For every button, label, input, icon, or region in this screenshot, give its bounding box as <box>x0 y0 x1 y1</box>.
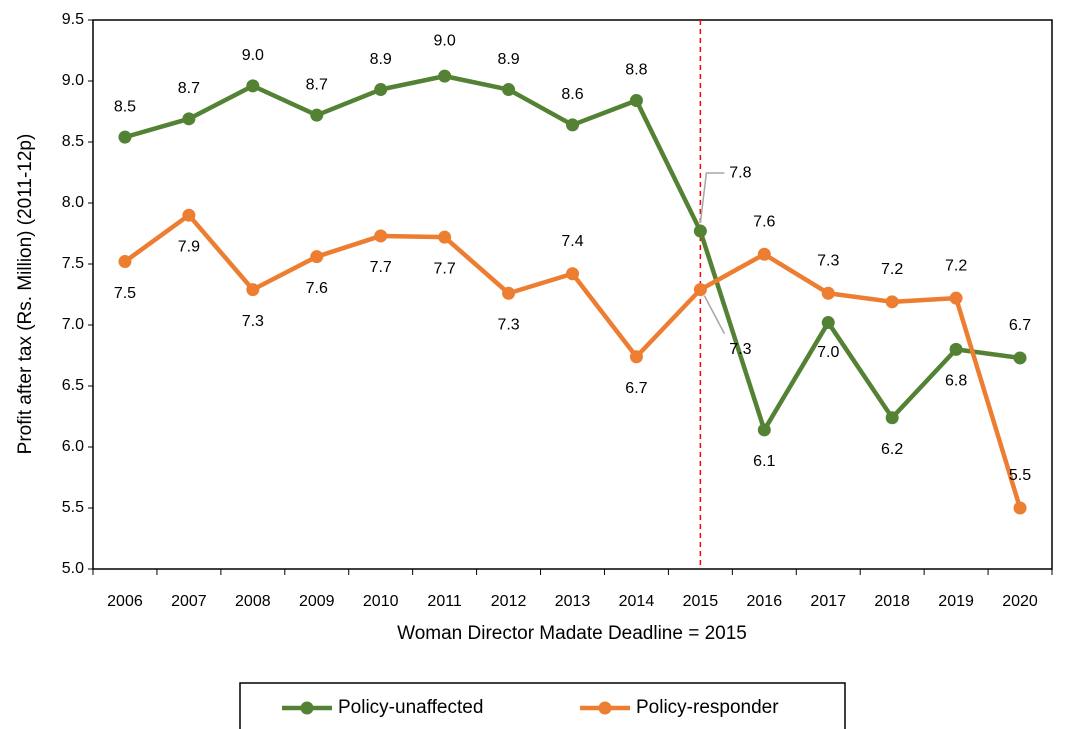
data-label: 8.7 <box>178 80 200 97</box>
y-tick-label: 7.5 <box>62 255 84 272</box>
series-line <box>123 212 1023 509</box>
data-label: 7.7 <box>434 260 456 277</box>
legend-box <box>239 682 846 729</box>
data-point <box>118 255 132 269</box>
x-tick-label: 2019 <box>938 593 974 610</box>
data-point <box>374 83 388 97</box>
data-label: 7.4 <box>561 233 583 250</box>
data-label: 7.3 <box>817 252 839 269</box>
data-label: 6.2 <box>881 441 903 458</box>
data-label: 8.8 <box>625 62 647 79</box>
y-tick-label: 6.5 <box>62 377 84 394</box>
data-point <box>1013 351 1027 365</box>
y-tick-label: 9.0 <box>62 72 84 89</box>
data-label: 7.7 <box>370 259 392 276</box>
y-tick-label: 8.0 <box>62 194 84 211</box>
data-point <box>566 118 579 132</box>
data-point <box>374 229 388 243</box>
data-point <box>885 295 899 309</box>
data-label: 7.3 <box>497 316 519 333</box>
data-point <box>438 69 452 83</box>
legend-marker <box>300 701 314 715</box>
data-point <box>693 224 707 238</box>
data-label: 6.7 <box>1009 317 1031 334</box>
data-label: 7.0 <box>817 344 839 361</box>
data-point <box>118 130 132 144</box>
y-tick-label: 5.0 <box>62 560 84 577</box>
data-label: 8.9 <box>370 51 392 68</box>
x-tick-label: 2016 <box>747 593 783 610</box>
data-point <box>310 250 324 264</box>
data-point <box>566 267 579 281</box>
data-label: 8.6 <box>561 86 583 103</box>
x-tick-label: 2017 <box>810 593 846 610</box>
data-point <box>757 247 771 261</box>
data-label: 5.5 <box>1009 467 1031 484</box>
data-label: 9.0 <box>434 32 456 49</box>
data-label: 6.8 <box>945 373 967 390</box>
data-point <box>310 108 324 122</box>
data-point <box>182 112 196 126</box>
data-label: 8.5 <box>114 98 136 115</box>
x-axis-title: Woman Director Madate Deadline = 2015 <box>397 623 747 644</box>
data-point <box>1013 501 1027 515</box>
x-tick-label: 2008 <box>235 593 271 610</box>
y-axis-title: Profit after tax (Rs. Million) (2011-12p… <box>15 134 36 455</box>
x-tick-label: 2018 <box>874 593 910 610</box>
plot-frame <box>92 19 1053 570</box>
y-tick-label: 8.5 <box>62 133 84 150</box>
data-label: 6.1 <box>753 453 775 470</box>
data-label: 7.5 <box>114 285 136 302</box>
data-point <box>246 79 260 93</box>
data-label: 7.9 <box>178 238 200 255</box>
data-label: 8.9 <box>497 51 519 68</box>
data-label: 7.2 <box>881 261 903 278</box>
data-label: 6.7 <box>625 380 647 397</box>
data-point <box>502 83 516 97</box>
data-label: 7.6 <box>306 280 328 297</box>
x-tick-label: 2007 <box>171 593 207 610</box>
x-tick-label: 2013 <box>555 593 591 610</box>
data-point <box>949 291 963 305</box>
data-point <box>629 94 643 108</box>
data-point <box>629 350 643 364</box>
x-tick-label: 2010 <box>363 593 399 610</box>
data-point <box>502 286 516 300</box>
leader-line <box>703 295 726 334</box>
data-point <box>182 208 196 222</box>
y-tick-label: 6.0 <box>62 438 84 455</box>
y-tick-label: 9.5 <box>62 11 84 28</box>
x-tick-label: 2011 <box>427 593 462 610</box>
data-point <box>693 283 707 297</box>
leader-line <box>699 172 725 224</box>
legend-label: Policy-unaffected <box>338 697 483 718</box>
data-label: 8.7 <box>306 76 328 93</box>
data-point <box>885 411 899 425</box>
data-point <box>757 423 771 437</box>
legend-label: Policy-responder <box>636 697 779 718</box>
x-tick-label: 2006 <box>107 593 143 610</box>
data-point <box>949 342 963 356</box>
x-tick-label: 2012 <box>491 593 527 610</box>
x-tick-label: 2020 <box>1002 593 1038 610</box>
data-label: 9.0 <box>242 47 264 64</box>
data-label: 7.2 <box>945 257 967 274</box>
data-point <box>821 286 835 300</box>
y-tick-label: 7.0 <box>62 316 84 333</box>
data-point <box>438 230 452 244</box>
x-tick-label: 2014 <box>619 593 655 610</box>
x-tick-label: 2009 <box>299 593 335 610</box>
data-point <box>246 283 260 297</box>
y-tick-label: 5.5 <box>62 499 84 516</box>
data-label: 7.6 <box>753 213 775 230</box>
data-label: 7.8 <box>729 164 751 181</box>
data-label: 7.3 <box>729 341 751 358</box>
x-tick-label: 2015 <box>683 593 719 610</box>
data-point <box>821 316 835 330</box>
data-label: 7.3 <box>242 313 264 330</box>
legend-marker <box>598 701 612 715</box>
